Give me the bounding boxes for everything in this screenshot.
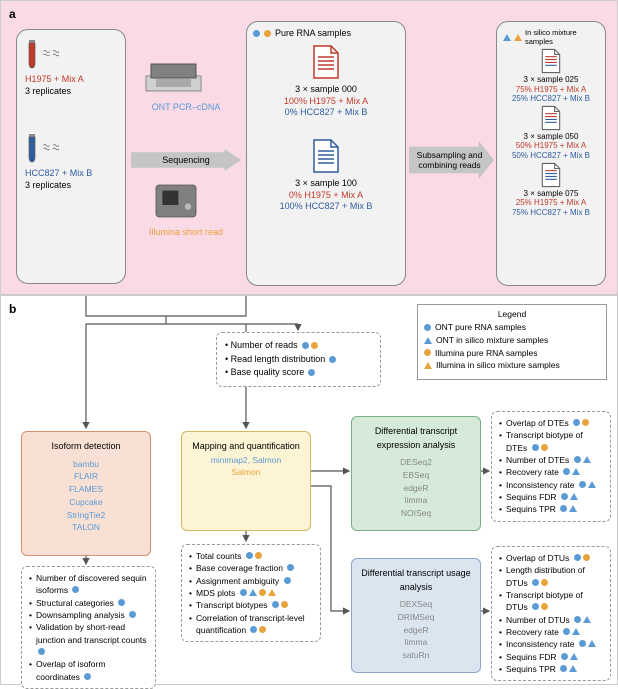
result-item: •Recovery rate bbox=[499, 466, 603, 478]
tool-name: edgeR bbox=[360, 482, 472, 495]
doc-mix2-icon bbox=[540, 105, 562, 131]
result-item: •Recovery rate bbox=[499, 626, 603, 638]
subsampling-arrow: Subsampling and combining reads bbox=[409, 141, 494, 179]
result-item: •Inconsistency rate bbox=[499, 479, 603, 491]
ont-device-icon bbox=[141, 56, 211, 96]
doc-blue-icon bbox=[311, 138, 341, 174]
tube-blue-icon bbox=[25, 132, 39, 164]
illumina-sequencer: Illumina short read bbox=[141, 181, 231, 237]
result-item: •Inconsistency rate bbox=[499, 638, 603, 650]
legend-title: Legend bbox=[424, 309, 600, 319]
tool-name: DESeq2 bbox=[360, 456, 472, 469]
tool-name: NOISeq bbox=[360, 507, 472, 520]
qc-item: • Base quality score bbox=[225, 366, 372, 380]
squiggle-icon bbox=[43, 143, 61, 153]
pure-samples-box: Pure RNA samples 3 × sample 000 100% H19… bbox=[246, 21, 406, 286]
result-item: •Base coverage fraction bbox=[189, 562, 313, 574]
result-item: •Sequins TPR bbox=[499, 503, 603, 515]
qc-item: • Read length distribution bbox=[225, 353, 372, 367]
sample2-label: HCC827 + Mix B 3 replicates bbox=[25, 168, 117, 191]
mapping-box: Mapping and quantification minimap2, Sal… bbox=[181, 431, 311, 531]
ont-sequencer: ONT PCR–cDNA bbox=[141, 56, 231, 112]
silico3-text: 3 × sample 075 25% H1975 + Mix A 75% HCC… bbox=[503, 189, 599, 218]
doc-mix3-icon bbox=[540, 162, 562, 188]
sample1-label: H1975 + Mix A 3 replicates bbox=[25, 74, 117, 97]
tool-name: TALON bbox=[30, 521, 142, 534]
tool-name: limma bbox=[360, 636, 472, 649]
result-item: •Sequins FDR bbox=[499, 651, 603, 663]
silico-header: In silico mixture samples bbox=[503, 28, 599, 46]
dtu-results-box: •Overlap of DTUs •Length distribution of… bbox=[491, 546, 611, 681]
pure2-text: 3 × sample 100 0% H1975 + Mix A 100% HCC… bbox=[253, 178, 399, 213]
result-item: •Overlap of isoform coordinates bbox=[29, 658, 148, 683]
result-item: •Transcript biotype of DTUs bbox=[499, 589, 603, 614]
legend-item: Illumina in silico mixture samples bbox=[424, 359, 600, 372]
result-item: •Total counts bbox=[189, 550, 313, 562]
tool-name: satuRn bbox=[360, 649, 472, 662]
tool-name: DEXSeq bbox=[360, 598, 472, 611]
illumina-device-icon bbox=[141, 181, 211, 221]
doc-red-icon bbox=[311, 44, 341, 80]
dte-results-box: •Overlap of DTEs •Transcript biotype of … bbox=[491, 411, 611, 522]
panel-a: a H1975 + Mix A 3 replicates HCC827 + Mi… bbox=[0, 0, 618, 295]
result-item: •Validation by short-read junction and t… bbox=[29, 621, 148, 658]
tool-name: EBSeq bbox=[360, 469, 472, 482]
ont-label: ONT PCR–cDNA bbox=[141, 102, 231, 112]
result-item: •Assignment ambiguity bbox=[189, 575, 313, 587]
result-item: •Number of DTEs bbox=[499, 454, 603, 466]
qc-item: • Number of reads bbox=[225, 339, 372, 353]
result-item: •Overlap of DTEs bbox=[499, 417, 603, 429]
pure1-text: 3 × sample 000 100% H1975 + Mix A 0% HCC… bbox=[253, 84, 399, 119]
tool-name: Cupcake bbox=[30, 496, 142, 509]
legend-item: ONT pure RNA samples bbox=[424, 321, 600, 334]
legend: Legend ONT pure RNA samples ONT in silic… bbox=[417, 304, 607, 380]
mapping-results-box: •Total counts •Base coverage fraction •A… bbox=[181, 544, 321, 642]
result-item: •Transcript biotype of DTEs bbox=[499, 429, 603, 454]
result-item: •Correlation of transcript-level quantif… bbox=[189, 612, 313, 637]
illumina-label: Illumina short read bbox=[141, 227, 231, 237]
sample1-row bbox=[25, 38, 117, 70]
tube-red-icon bbox=[25, 38, 39, 70]
squiggle-icon bbox=[43, 49, 61, 59]
doc-mix1-icon bbox=[540, 48, 562, 74]
result-item: •Downsampling analysis bbox=[29, 609, 148, 621]
dte-box: Differential transcript expression analy… bbox=[351, 416, 481, 531]
dtu-box: Differential transcript usage analysis D… bbox=[351, 558, 481, 673]
silico1-text: 3 × sample 025 75% H1975 + Mix A 25% HCC… bbox=[503, 75, 599, 104]
tool-name: bambu bbox=[30, 458, 142, 471]
isoform-detection-box: Isoform detection bambuFLAIRFLAMESCupcak… bbox=[21, 431, 151, 556]
tool-name: limma bbox=[360, 494, 472, 507]
result-item: •Structural categories bbox=[29, 597, 148, 609]
tool-name: edgeR bbox=[360, 624, 472, 637]
result-item: •Number of DTUs bbox=[499, 614, 603, 626]
result-item: •Overlap of DTUs bbox=[499, 552, 603, 564]
silico2-text: 3 × sample 050 50% H1975 + Mix A 50% HCC… bbox=[503, 132, 599, 161]
isoform-results-box: •Number of discovered sequin isoforms •S… bbox=[21, 566, 156, 689]
panel-b: b Legend ONT pure RNA samples ONT in sil… bbox=[0, 295, 618, 685]
qc-metrics-box: • Number of reads• Read length distribut… bbox=[216, 332, 381, 387]
result-item: •Sequins FDR bbox=[499, 491, 603, 503]
silico-samples-box: In silico mixture samples 3 × sample 025… bbox=[496, 21, 606, 286]
sequencing-arrow: Sequencing bbox=[131, 149, 241, 171]
result-item: •Transcript biotypes bbox=[189, 599, 313, 611]
tool-name: FLAIR bbox=[30, 470, 142, 483]
result-item: •MDS plots bbox=[189, 587, 313, 599]
sample2-row bbox=[25, 132, 117, 164]
tool-name: DRIMSeq bbox=[360, 611, 472, 624]
result-item: •Sequins TPR bbox=[499, 663, 603, 675]
legend-item: Illumina pure RNA samples bbox=[424, 347, 600, 360]
input-samples-box: H1975 + Mix A 3 replicates HCC827 + Mix … bbox=[16, 29, 126, 284]
result-item: •Number of discovered sequin isoforms bbox=[29, 572, 148, 597]
tool-name: StringTie2 bbox=[30, 509, 142, 522]
legend-item: ONT in silico mixture samples bbox=[424, 334, 600, 347]
pure-header: Pure RNA samples bbox=[253, 28, 399, 38]
result-item: •Length distribution of DTUs bbox=[499, 564, 603, 589]
panel-a-label: a bbox=[9, 7, 16, 21]
tool-name: FLAMES bbox=[30, 483, 142, 496]
